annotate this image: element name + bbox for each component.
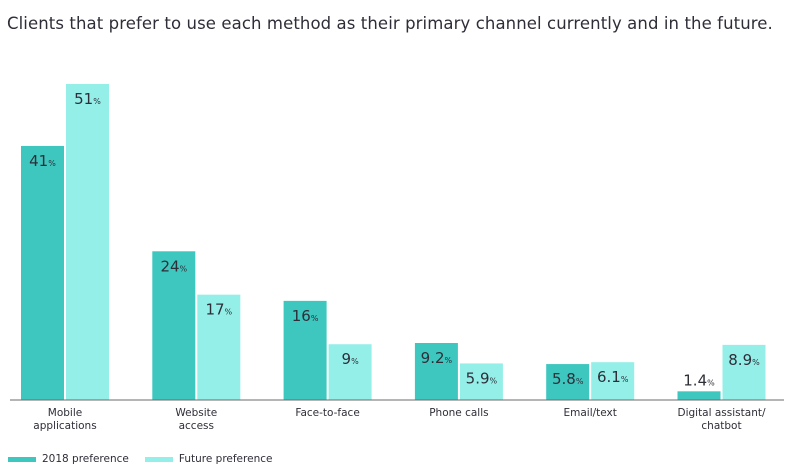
bar-2018-0	[21, 145, 64, 400]
bar-2018-5	[677, 391, 721, 400]
data-label-future-4: 6.1%	[597, 368, 629, 386]
legend-label-future: Future preference	[178, 453, 273, 465]
bar-chart: 41% 51% Mobile applications 24% 17% Website acc…	[10, 84, 784, 432]
data-label-2018-0: 41%	[29, 152, 56, 170]
legend-swatch-future	[144, 456, 173, 462]
legend-swatch-2018	[8, 456, 36, 462]
legend-item-future: Future preference	[144, 453, 273, 465]
data-label-future-2: 9%	[342, 350, 360, 368]
category-label-2: Face-to-face	[295, 407, 359, 419]
data-label-future-5: 8.9%	[728, 351, 760, 369]
chart-title: Clients that prefer to use each method a…	[7, 14, 773, 33]
bar-future-5	[722, 344, 766, 400]
category-label-3: Phone calls	[429, 407, 488, 419]
bar-future-3	[459, 363, 503, 400]
bar-2018-1	[152, 251, 196, 400]
data-label-2018-5: 1.4%	[683, 371, 715, 389]
bar-future-1	[197, 294, 241, 400]
data-label-future-0: 51%	[74, 90, 101, 108]
data-label-future-3: 5.9%	[466, 369, 498, 387]
category-label-0: Mobile applications	[33, 407, 96, 432]
bar-future-2	[328, 344, 372, 400]
bar-2018-2	[283, 300, 327, 400]
bar-2018-3	[414, 342, 458, 400]
bar-future-4	[591, 362, 635, 400]
category-label-1: Website access	[175, 407, 217, 432]
data-label-2018-3: 9.2%	[421, 349, 453, 367]
legend-item-2018: 2018 preference	[8, 453, 129, 465]
category-label-5: Digital assistant/chatbot	[677, 407, 765, 432]
data-label-2018-1: 24%	[160, 257, 187, 275]
legend-label-2018: 2018 preference	[42, 453, 129, 465]
chart-legend: 2018 preference Future preference	[8, 453, 288, 465]
bar-2018-4	[546, 364, 590, 400]
data-label-2018-4: 5.8%	[552, 370, 584, 388]
bar-future-0	[66, 84, 109, 400]
category-label-4: Email/text	[563, 407, 616, 419]
data-label-future-1: 17%	[205, 301, 232, 319]
data-label-2018-2: 16%	[292, 307, 319, 325]
